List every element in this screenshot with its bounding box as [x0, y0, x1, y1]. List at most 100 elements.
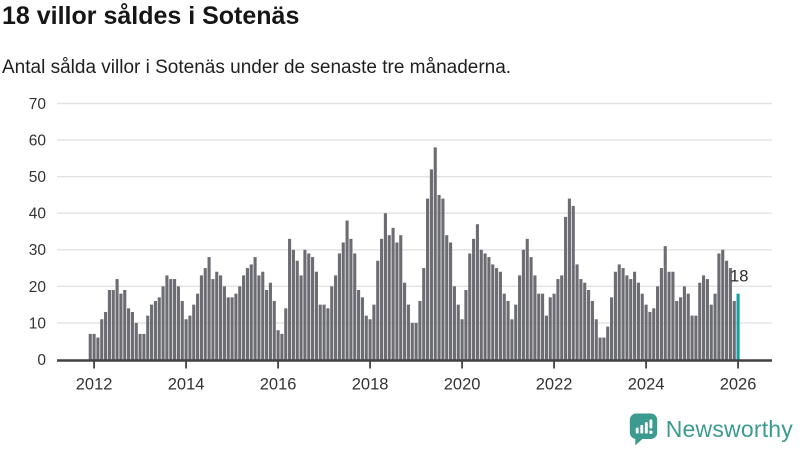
bar: [276, 330, 280, 361]
bar: [502, 293, 506, 361]
bar: [648, 311, 652, 361]
bar: [721, 249, 725, 361]
bar: [725, 260, 729, 361]
bar: [253, 257, 257, 361]
bar: [483, 253, 487, 361]
bar: [567, 198, 571, 361]
bar: [472, 238, 476, 361]
bar: [403, 282, 407, 361]
bar: [732, 300, 736, 361]
bar: [268, 282, 272, 361]
bar: [380, 238, 384, 361]
bar: [445, 235, 449, 361]
bar: [560, 275, 564, 361]
bar: [192, 304, 196, 361]
bar: [583, 282, 587, 361]
y-axis-label: 10: [29, 315, 47, 332]
bar: [437, 194, 441, 361]
bar: [222, 286, 226, 361]
bar: [521, 249, 525, 361]
bar: [525, 238, 529, 361]
bar: [456, 304, 460, 361]
x-axis-label: 2014: [168, 376, 205, 394]
bar: [449, 242, 453, 361]
bar: [111, 290, 115, 361]
bar: [667, 271, 671, 361]
bar: [728, 268, 732, 361]
bar: [169, 279, 173, 361]
bar: [498, 271, 502, 361]
bar: [280, 333, 284, 361]
bar: [625, 275, 629, 361]
bar: [353, 253, 357, 361]
bar: [330, 286, 334, 361]
bar: [173, 279, 177, 361]
newsworthy-logo-icon: [629, 413, 657, 446]
bar: [675, 300, 679, 361]
bar: [613, 271, 617, 361]
bar: [575, 264, 579, 361]
bar: [487, 257, 491, 361]
bar: [556, 279, 560, 361]
bar: [663, 246, 667, 361]
bar: [629, 279, 633, 361]
y-axis-label: 40: [29, 206, 47, 223]
bar: [364, 315, 368, 361]
bar: [245, 268, 249, 361]
bar: [123, 290, 127, 361]
bar: [345, 220, 349, 361]
bar: [307, 253, 311, 361]
bar: [541, 293, 545, 361]
bar: [510, 319, 514, 361]
bar: [265, 290, 269, 361]
bar: [215, 271, 219, 361]
bar: [529, 257, 533, 361]
bar: [92, 333, 96, 361]
value-annotation: 18: [730, 268, 748, 286]
bar: [571, 205, 575, 361]
bar: [284, 308, 288, 361]
bar: [464, 290, 468, 361]
bar: [694, 315, 698, 361]
bar: [326, 308, 330, 361]
bar: [414, 322, 418, 361]
bar: [537, 293, 541, 361]
bar: [318, 304, 322, 361]
bar: [341, 242, 345, 361]
bar: [610, 297, 614, 361]
bar: [395, 242, 399, 361]
bar: [690, 315, 694, 361]
bar: [636, 282, 640, 361]
bar: [337, 253, 341, 361]
bar: [410, 322, 414, 361]
bar: [452, 286, 456, 361]
bar: [188, 315, 192, 361]
bar: [230, 297, 234, 361]
bar: [134, 322, 138, 361]
bar: [226, 297, 230, 361]
bar: [552, 293, 556, 361]
bar: [199, 275, 203, 361]
bar: [514, 304, 518, 361]
bar: [119, 293, 123, 361]
bar: [219, 275, 223, 361]
bar: [165, 275, 169, 361]
bar: [115, 279, 119, 361]
bar: [533, 275, 537, 361]
newsworthy-logo: Newsworthy: [628, 411, 793, 447]
bar: [249, 264, 253, 361]
bar: [682, 286, 686, 361]
highlight-bar: [736, 293, 740, 361]
bar: [150, 304, 154, 361]
bar: [679, 297, 683, 361]
bar: [372, 304, 376, 361]
bar: [130, 311, 134, 361]
y-axis-label: 60: [29, 133, 47, 150]
bar: [203, 268, 207, 361]
x-axis-label: 2018: [352, 376, 389, 394]
bar: [368, 319, 372, 361]
bar: [291, 249, 295, 361]
bar: [705, 279, 709, 361]
x-axis-label: 2012: [76, 376, 113, 394]
